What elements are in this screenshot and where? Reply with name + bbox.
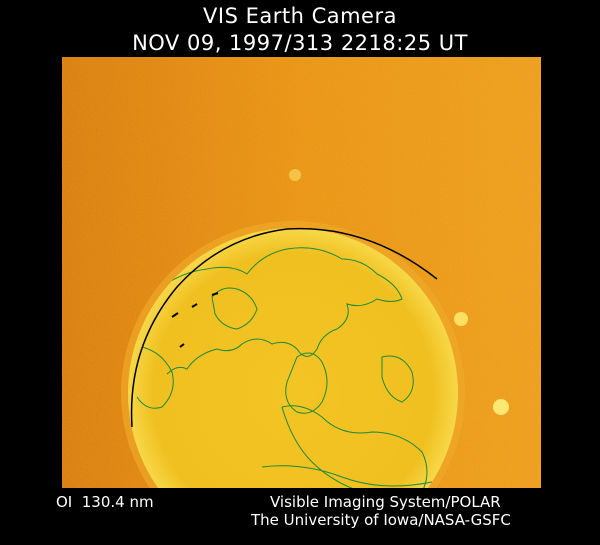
coastline-siberia	[381, 355, 414, 403]
coastline-eurasia	[281, 405, 428, 488]
coastlines	[136, 247, 433, 488]
image-title: VIS Earth Camera	[203, 4, 397, 28]
earth-camera-image	[62, 57, 541, 488]
coastline-south	[261, 465, 433, 487]
institution-credit: The University of Iowa/NASA-GSFC	[251, 511, 511, 529]
star-spot	[289, 169, 301, 181]
image-timestamp: NOV 09, 1997/313 2218:25 UT	[132, 31, 468, 55]
star-spot	[454, 312, 468, 326]
wavelength-label: OI 130.4 nm	[56, 493, 154, 511]
terminator-edge	[130, 227, 438, 428]
star-spot	[493, 399, 509, 415]
coastline-north-polar	[161, 247, 403, 375]
coastline-north-america	[136, 346, 174, 409]
instrument-credit: Visible Imaging System/POLAR	[270, 493, 501, 511]
coastline-scandinavia	[285, 352, 328, 414]
island-marks	[171, 292, 219, 348]
earth-disk	[128, 228, 458, 488]
coastline-greenland	[211, 287, 258, 330]
